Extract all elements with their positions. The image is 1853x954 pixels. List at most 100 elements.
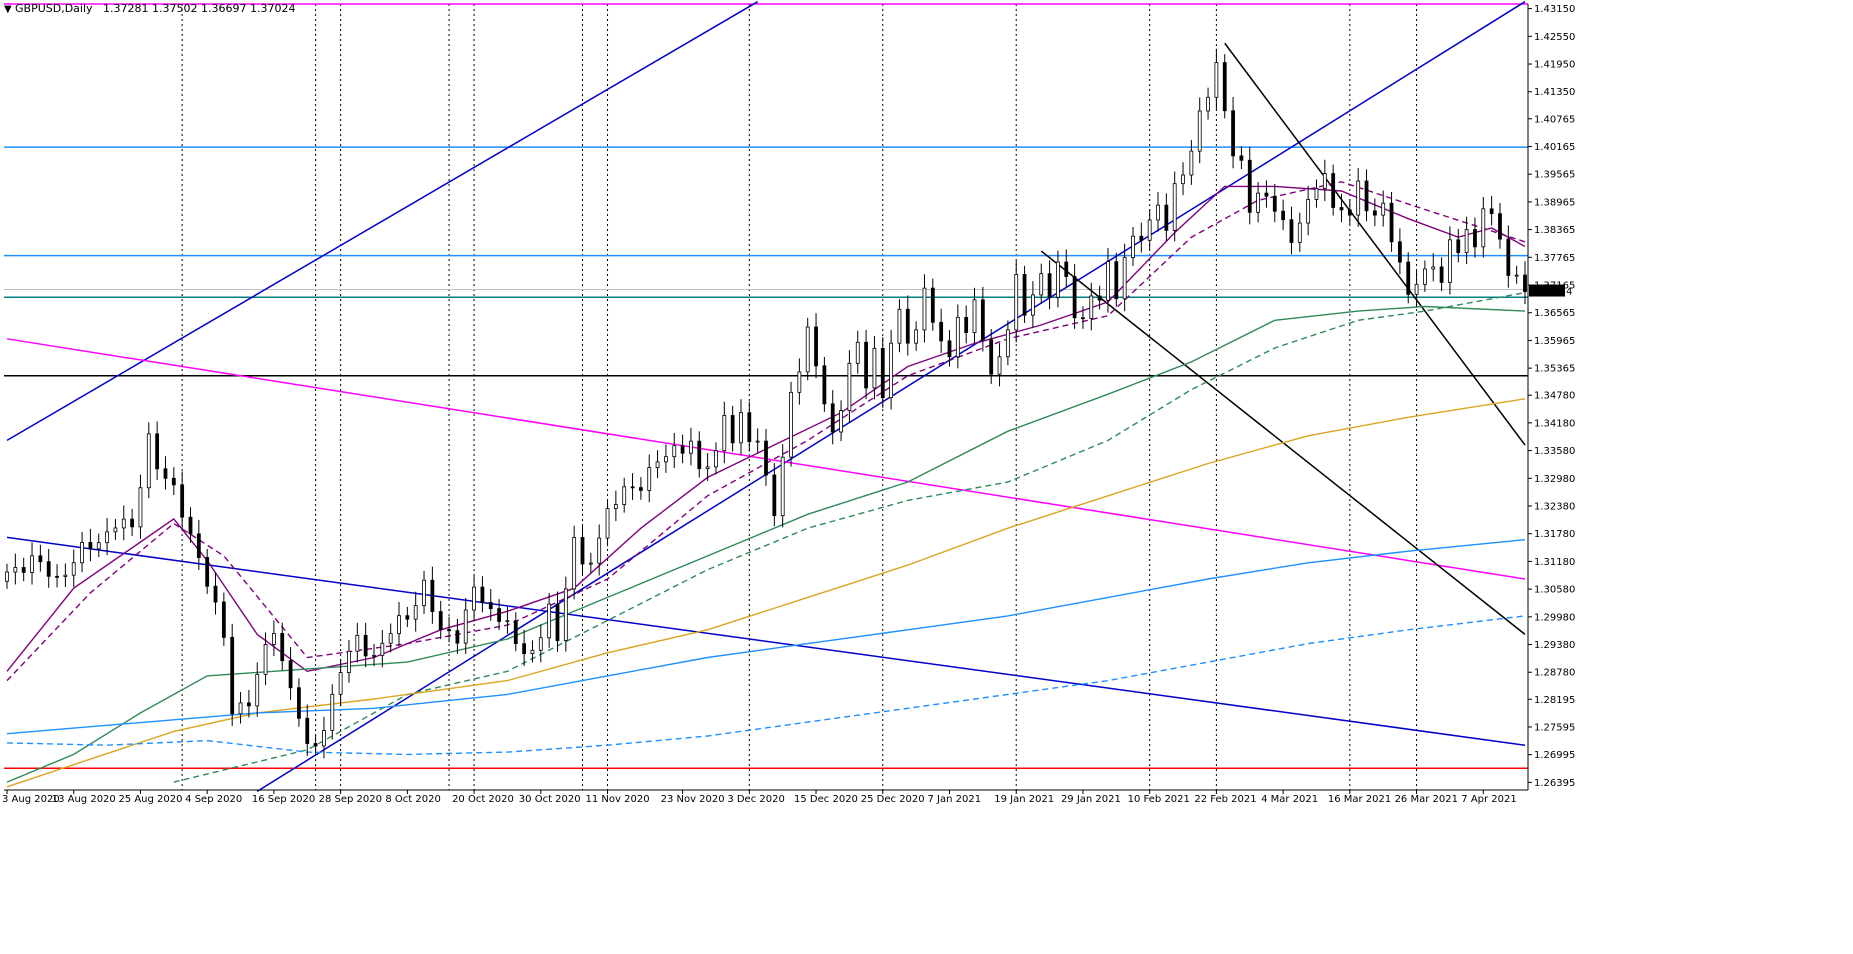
candle-body <box>438 611 443 630</box>
candle-body <box>513 620 518 645</box>
moving-average-line <box>6 185 1526 673</box>
candle-body <box>1131 235 1135 258</box>
candle-body <box>80 542 84 564</box>
candle-body <box>1431 266 1436 270</box>
candle-body <box>138 487 143 528</box>
candle-body <box>1247 159 1252 213</box>
candle-body <box>1264 192 1269 197</box>
candle-body <box>413 605 418 620</box>
candle-body <box>388 633 393 644</box>
candle-body <box>864 341 868 389</box>
window-header: ▼ GBPUSD,Daily 1.37281 1.37502 1.36697 1… <box>4 2 295 15</box>
candle-body <box>163 468 168 479</box>
candle-body <box>980 299 985 341</box>
candle-body <box>1189 150 1194 176</box>
candle-body <box>814 326 818 367</box>
x-tick-label: 19 Jan 2021 <box>994 794 1054 805</box>
symbol-title: GBPUSD,Daily <box>15 2 93 15</box>
y-tick-label: 1.40165 <box>1534 142 1575 153</box>
moving-average-line <box>6 181 1526 682</box>
y-tick-label: 1.34780 <box>1534 391 1575 402</box>
x-tick-label: 23 Nov 2020 <box>661 794 725 805</box>
plot-frame <box>4 4 1529 791</box>
candle-body <box>263 643 268 675</box>
candle-body <box>1256 192 1260 213</box>
moving-average-line <box>6 398 1526 788</box>
candle-body <box>313 743 318 747</box>
x-tick-label: 4 Mar 2021 <box>1261 794 1318 805</box>
candle-body <box>397 615 401 635</box>
y-tick-label: 1.35365 <box>1534 364 1575 375</box>
candle-body <box>1473 229 1477 248</box>
candle-body <box>989 339 994 375</box>
candle-body <box>505 620 510 623</box>
candle-body <box>647 467 652 491</box>
candle-body <box>1506 238 1511 276</box>
x-tick-label: 13 Aug 2020 <box>52 794 116 805</box>
candle-body <box>705 466 710 470</box>
candle-body <box>764 440 768 476</box>
candle-body <box>1406 261 1411 295</box>
candle-body <box>997 356 1002 375</box>
y-tick-label: 1.35965 <box>1534 336 1575 347</box>
x-tick-label: 20 Oct 2020 <box>452 794 514 805</box>
candle-body <box>1423 268 1427 285</box>
y-tick-label: 1.31780 <box>1534 529 1575 540</box>
candle-body <box>405 615 410 620</box>
y-tick-label: 1.43150 <box>1534 4 1575 15</box>
candle-body <box>1448 239 1452 283</box>
candle-body <box>1106 261 1110 301</box>
candle-body <box>1314 188 1319 200</box>
candle-body <box>1206 96 1210 112</box>
candle-body <box>1097 295 1102 301</box>
y-tick-label: 1.28195 <box>1534 695 1575 706</box>
candle-body <box>1014 274 1019 331</box>
candle-body <box>1197 110 1202 152</box>
candle-body <box>113 527 118 533</box>
y-tick-label: 1.37765 <box>1534 253 1575 264</box>
candle-body <box>430 579 435 612</box>
candle-body <box>1397 241 1402 263</box>
candles <box>5 48 1527 759</box>
candle-body <box>939 321 944 342</box>
candle-body <box>805 326 810 373</box>
candle-body <box>1056 261 1060 298</box>
candle-body <box>288 660 293 689</box>
candle-body <box>1039 273 1044 296</box>
candle-body <box>597 537 602 564</box>
candle-body <box>255 673 260 707</box>
y-tick-label: 1.39565 <box>1534 170 1575 181</box>
horizontal-levels[interactable] <box>4 3 1528 770</box>
candle-body <box>155 433 160 470</box>
candle-body <box>13 567 18 573</box>
trendline <box>1224 42 1526 446</box>
candle-body <box>71 562 76 576</box>
candle-body <box>964 316 969 333</box>
candle-body <box>930 287 935 323</box>
y-tick-label: 1.29980 <box>1534 612 1575 623</box>
y-tick-label: 1.29380 <box>1534 640 1575 651</box>
candle-body <box>922 287 927 331</box>
price-axis[interactable]: 1.43150 1.42550 1.41950 1.41350 1.40765 1.401… <box>1528 4 1575 789</box>
candle-body <box>322 730 326 747</box>
candle-body <box>1139 235 1144 241</box>
x-tick-label: 7 Jan 2021 <box>927 794 981 805</box>
candle-body <box>822 365 827 405</box>
candle-body <box>588 562 593 565</box>
triangle-down-icon[interactable]: ▼ <box>4 4 12 15</box>
candle-body <box>272 633 276 645</box>
candle-body <box>1381 202 1386 216</box>
y-tick-label: 1.41350 <box>1534 87 1575 98</box>
candle-body <box>205 557 210 587</box>
candle-body <box>1389 202 1394 243</box>
candle-body <box>480 586 485 603</box>
candle-body <box>280 633 285 662</box>
candle-body <box>1022 274 1027 316</box>
candle-body <box>130 518 135 528</box>
y-tick-label: 1.33580 <box>1534 446 1575 457</box>
x-tick-label: 28 Sep 2020 <box>319 794 382 805</box>
candle-body <box>1047 273 1052 298</box>
candle-body <box>1364 180 1369 212</box>
